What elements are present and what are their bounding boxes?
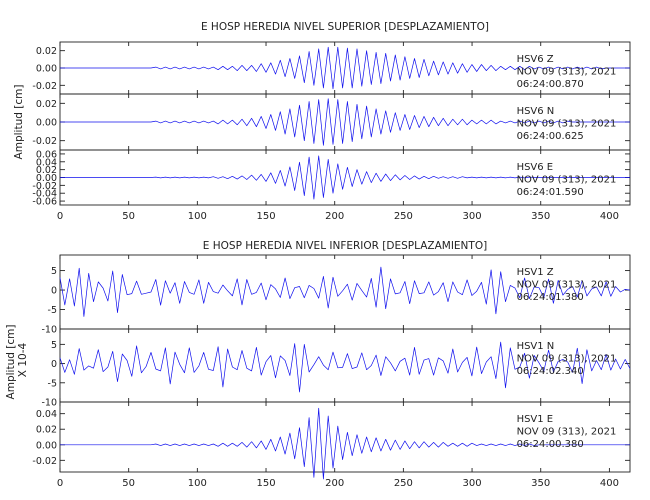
x-tick-label: 0 [57,478,63,489]
trace-sup-z [60,46,630,90]
date-label: NOV 09 (313), 2021 [517,354,617,365]
x-tick-label: 50 [122,211,135,222]
trace-inf-z [59,266,631,317]
upper-chart-ylabel: Amplitud [cm] [13,85,25,160]
y-tick-label: -5 [48,378,57,389]
date-label: NOV 09 (313), 2021 [517,175,617,186]
time-label: 06:24:02.340 [517,366,584,377]
trace-sup-n [60,98,630,146]
station-label: HSV6 N [517,106,555,117]
y-tick-label: 0.00 [36,64,57,75]
date-label: NOV 09 (313), 2021 [517,280,617,291]
y-tick-label: 0.02 [36,46,57,57]
time-label: 06:24:01.590 [517,187,584,198]
panel-sup-e: 0.060.040.020.00-0.02-0.04-0.06 HSV6 E NOV… [32,149,631,208]
y-tick-label: 0.02 [36,425,57,436]
panel-sup-n: 0.02 0.00 -0.02 HSV6 N NOV 09 (313), 202106:… [32,93,631,151]
y-tick-label: 0.00 [36,118,57,129]
y-tick-label: -0.04 [32,189,57,200]
y-tick-label: 0.02 [36,165,57,176]
lower-chart-title: E HOSP HEREDIA NIVEL INFERIOR [DESPLAZAM… [203,240,487,252]
y-tick-label: -0.02 [32,81,57,92]
station-label: HSV1 Z [517,267,554,278]
y-tick-label: -0.06 [32,197,57,208]
time-label: 06:24:00.870 [517,79,584,90]
trace-sup-e [60,155,630,200]
y-tick-label: 0 [51,359,57,370]
station-label: HSV6 Z [517,54,554,65]
x-tick-label: 100 [188,211,207,222]
panel-frame [59,401,631,473]
date-label: NOV 09 (313), 2021 [517,427,617,438]
x-tick-label: 100 [188,478,207,489]
y-tick-label: -10 [41,398,57,409]
time-label: 06:24:00.625 [517,131,584,142]
y-tick-label: 0.04 [36,409,57,420]
date-label: NOV 09 (313), 2021 [517,119,617,130]
y-tick-label: 0 [51,286,57,297]
y-tick-label: -5 [48,305,57,316]
y-tick-label: -0.02 [32,181,57,192]
y-tick-label: 5 [51,266,57,277]
trace-inf-e [60,407,630,480]
panel-inf-z: 5 0 -5 -10 HSV1 Z NOV 09 (313), 202106:24:01.… [41,254,631,336]
y-tick-label: 0.00 [36,173,57,184]
x-tick-label: 50 [122,478,135,489]
y-tick-label: 0.04 [36,157,57,168]
station-label: HSV6 E [517,162,554,173]
panel-inf-e: 0.04 0.02 0.00 -0.02 HSV1 E NOV 09 (313), 202… [32,401,631,480]
x-tick-label: 250 [394,211,413,222]
trace-inf-n [59,341,631,393]
station-label: HSV1 N [517,341,555,352]
y-tick-label: -0.02 [32,136,57,147]
x-tick-label: 200 [325,478,344,489]
y-tick-label: -0.02 [32,456,57,467]
y-tick-label: -10 [41,325,57,336]
y-tick-label: 5 [51,340,57,351]
x-tick-label: 150 [256,478,275,489]
lower-chart-ylabel: Amplitud [cm] [5,325,17,400]
x-tick-label: 0 [57,211,63,222]
x-tick-label: 400 [600,478,619,489]
station-label: HSV1 E [517,414,554,425]
y-tick-label: 0.00 [36,440,57,451]
panel-sup-z: 0.02 0.00 -0.02 HSV6 Z NOV 09 (313), 202106:… [32,41,631,95]
x-tick-label: 250 [394,478,413,489]
x-tick-label: 300 [463,478,482,489]
x-tick-label: 200 [325,211,344,222]
time-label: 06:24:01.380 [517,292,584,303]
date-label: NOV 09 (313), 2021 [517,67,617,78]
time-label: 06:24:00.380 [517,439,584,450]
lower-chart-scale-label: X 10-4 [17,343,29,378]
x-tick-label: 300 [463,211,482,222]
x-tick-label: 400 [600,211,619,222]
x-tick-label: 350 [531,211,550,222]
upper-chart-title: E HOSP HEREDIA NIVEL SUPERIOR [DESPLAZAM… [201,21,489,33]
x-tick-label: 350 [531,478,550,489]
y-tick-label: 0.06 [36,149,57,160]
y-tick-label: 0.02 [36,99,57,110]
panel-inf-n: 5 0 -5 -10 HSV1 N NOV 09 (313), 202106:24:02.… [41,328,631,409]
x-tick-label: 150 [256,211,275,222]
